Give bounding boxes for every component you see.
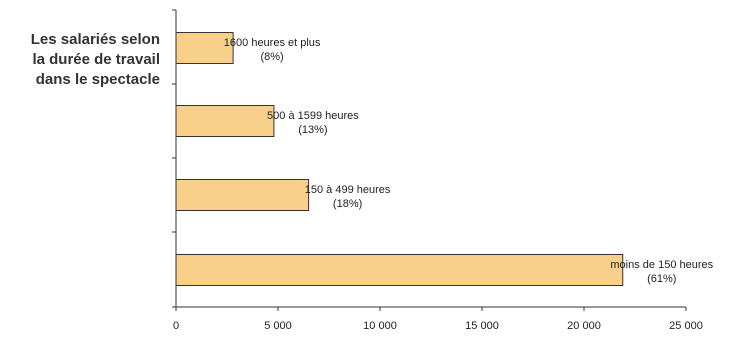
bar-pct-label-3: (61%) <box>647 273 676 285</box>
x-tick-label-1: 5 000 <box>264 320 292 332</box>
bar-label-1: 500 à 1599 heures <box>267 110 359 122</box>
bar-2 <box>175 179 310 211</box>
x-tick-label-5: 25 000 <box>669 320 703 332</box>
x-tick-label-3: 15 000 <box>465 320 499 332</box>
bar-pct-label-0: (8%) <box>261 51 284 63</box>
x-tick-label-0: 0 <box>173 320 179 332</box>
chart-title-line-2: la durée de travail <box>32 51 160 68</box>
bar-3 <box>175 254 624 286</box>
bar-0 <box>175 32 234 64</box>
bar-pct-label-1: (13%) <box>298 124 327 136</box>
chart-title-line-1: Les salariés selon <box>30 31 160 48</box>
bar-pct-label-2: (18%) <box>333 198 362 210</box>
x-tick-label-2: 10 000 <box>363 320 397 332</box>
chart-title-line-3: dans le spectacle <box>35 71 160 88</box>
chart-title: Les salariés selon la durée de travail d… <box>0 30 160 90</box>
bar-label-3: moins de 150 heures <box>610 259 713 271</box>
bar-label-0: 1600 heures et plus <box>224 37 321 49</box>
x-tick-label-4: 20 000 <box>567 320 601 332</box>
bar-label-2: 150 à 499 heures <box>305 184 391 196</box>
bar-1 <box>175 105 275 137</box>
